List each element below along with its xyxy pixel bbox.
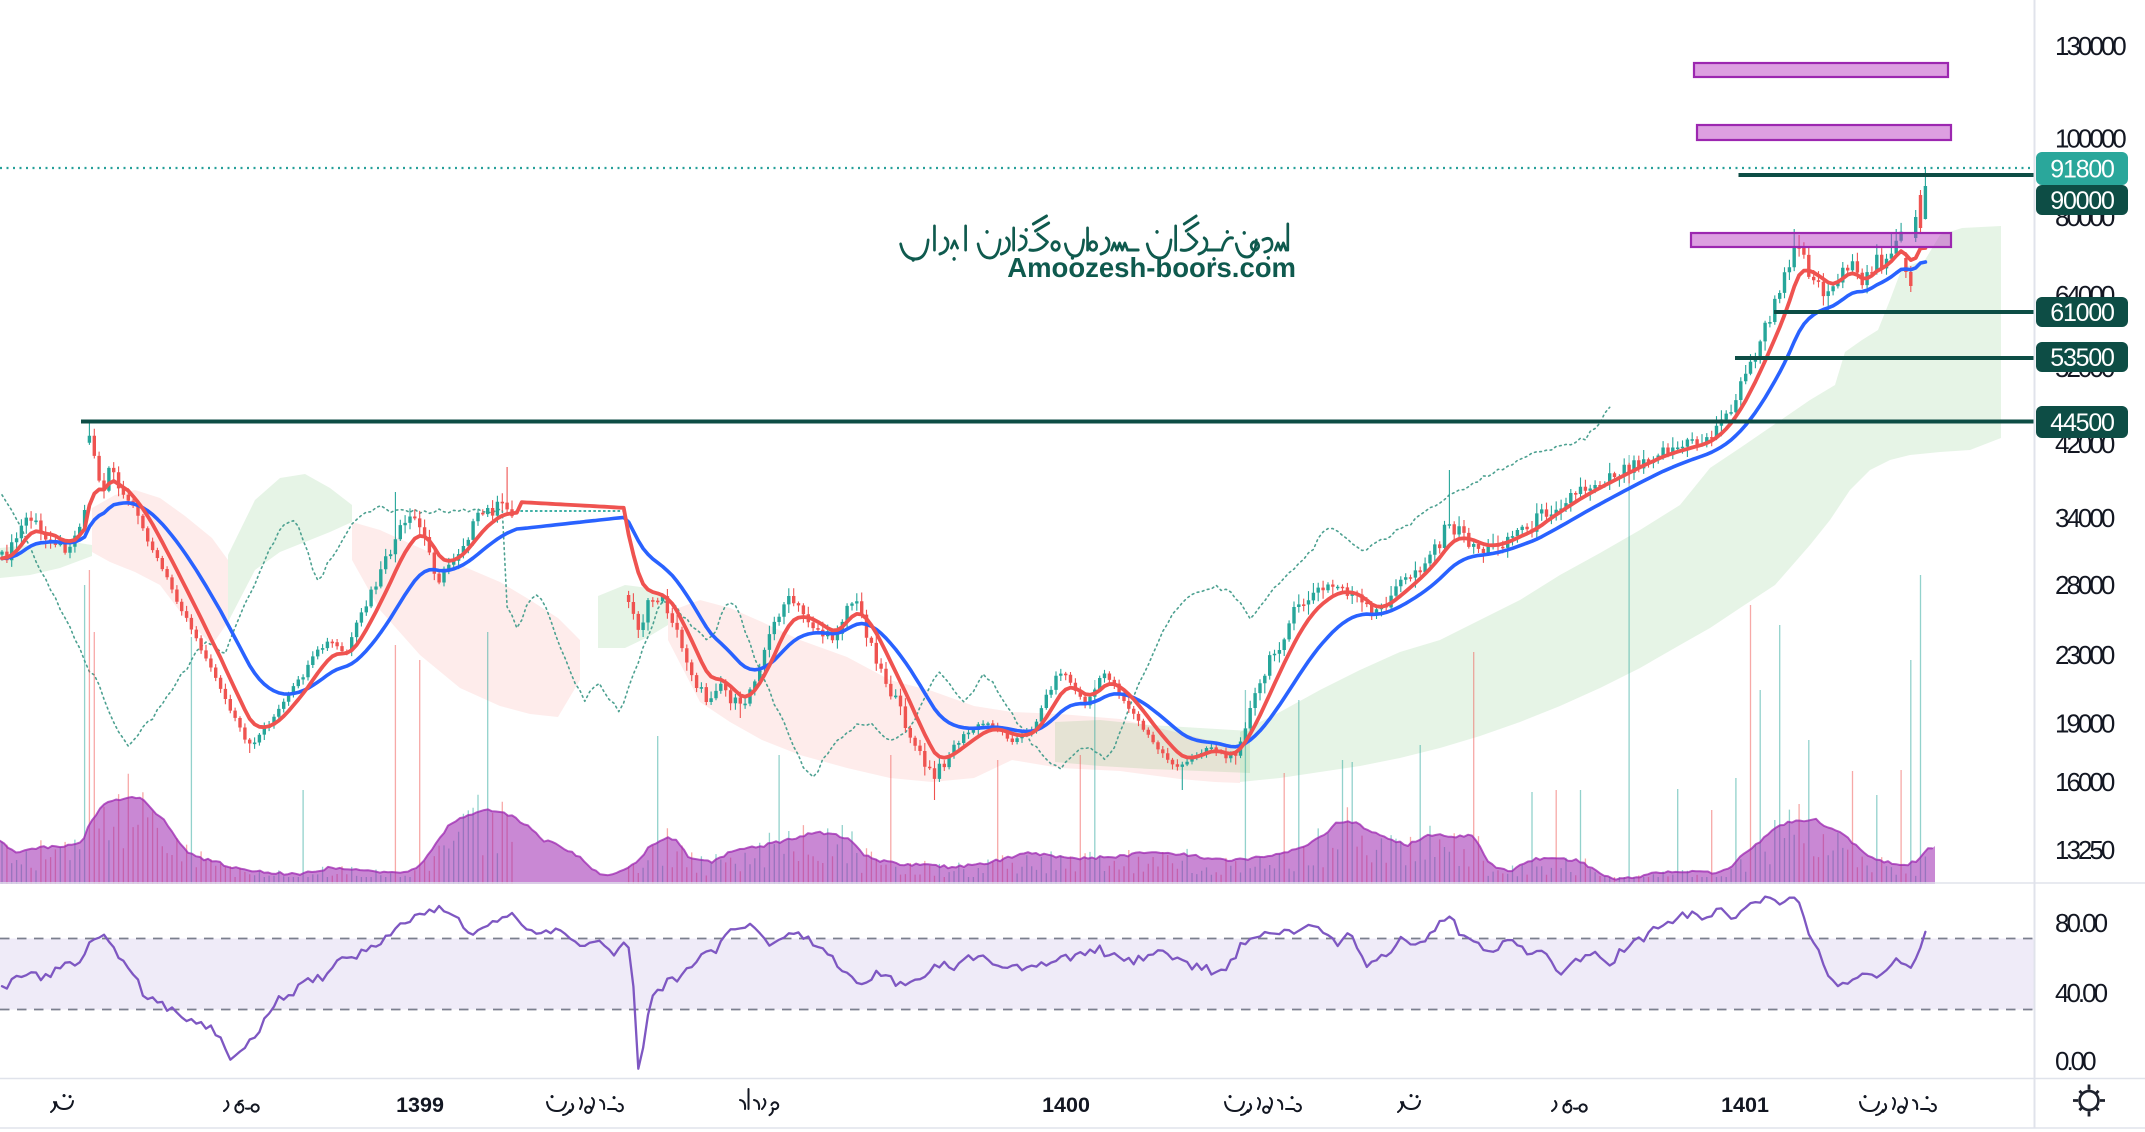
svg-text:28000: 28000 [2055,570,2115,600]
svg-text:13250: 13250 [2055,835,2115,865]
svg-text:40.00: 40.00 [2055,978,2108,1008]
svg-text:16000: 16000 [2055,767,2115,797]
svg-text:23000: 23000 [2055,640,2115,670]
svg-text:19000: 19000 [2055,709,2115,739]
svg-text:61000: 61000 [2050,299,2114,327]
svg-text:1401: 1401 [1721,1093,1769,1117]
svg-text:34000: 34000 [2055,503,2115,533]
svg-text:80.00: 80.00 [2055,908,2108,938]
svg-text:53500: 53500 [2050,344,2114,372]
svg-text:Amoozesh-boors.com: Amoozesh-boors.com [1007,252,1296,283]
svg-text:1399: 1399 [396,1093,444,1117]
svg-text:1400: 1400 [1042,1093,1090,1117]
svg-text:100000: 100000 [2055,124,2126,154]
svg-text:91800: 91800 [2050,156,2114,184]
svg-text:0.00: 0.00 [2055,1046,2096,1076]
svg-text:44500: 44500 [2050,409,2114,437]
svg-text:90000: 90000 [2050,187,2114,215]
svg-text:130000: 130000 [2055,31,2126,61]
